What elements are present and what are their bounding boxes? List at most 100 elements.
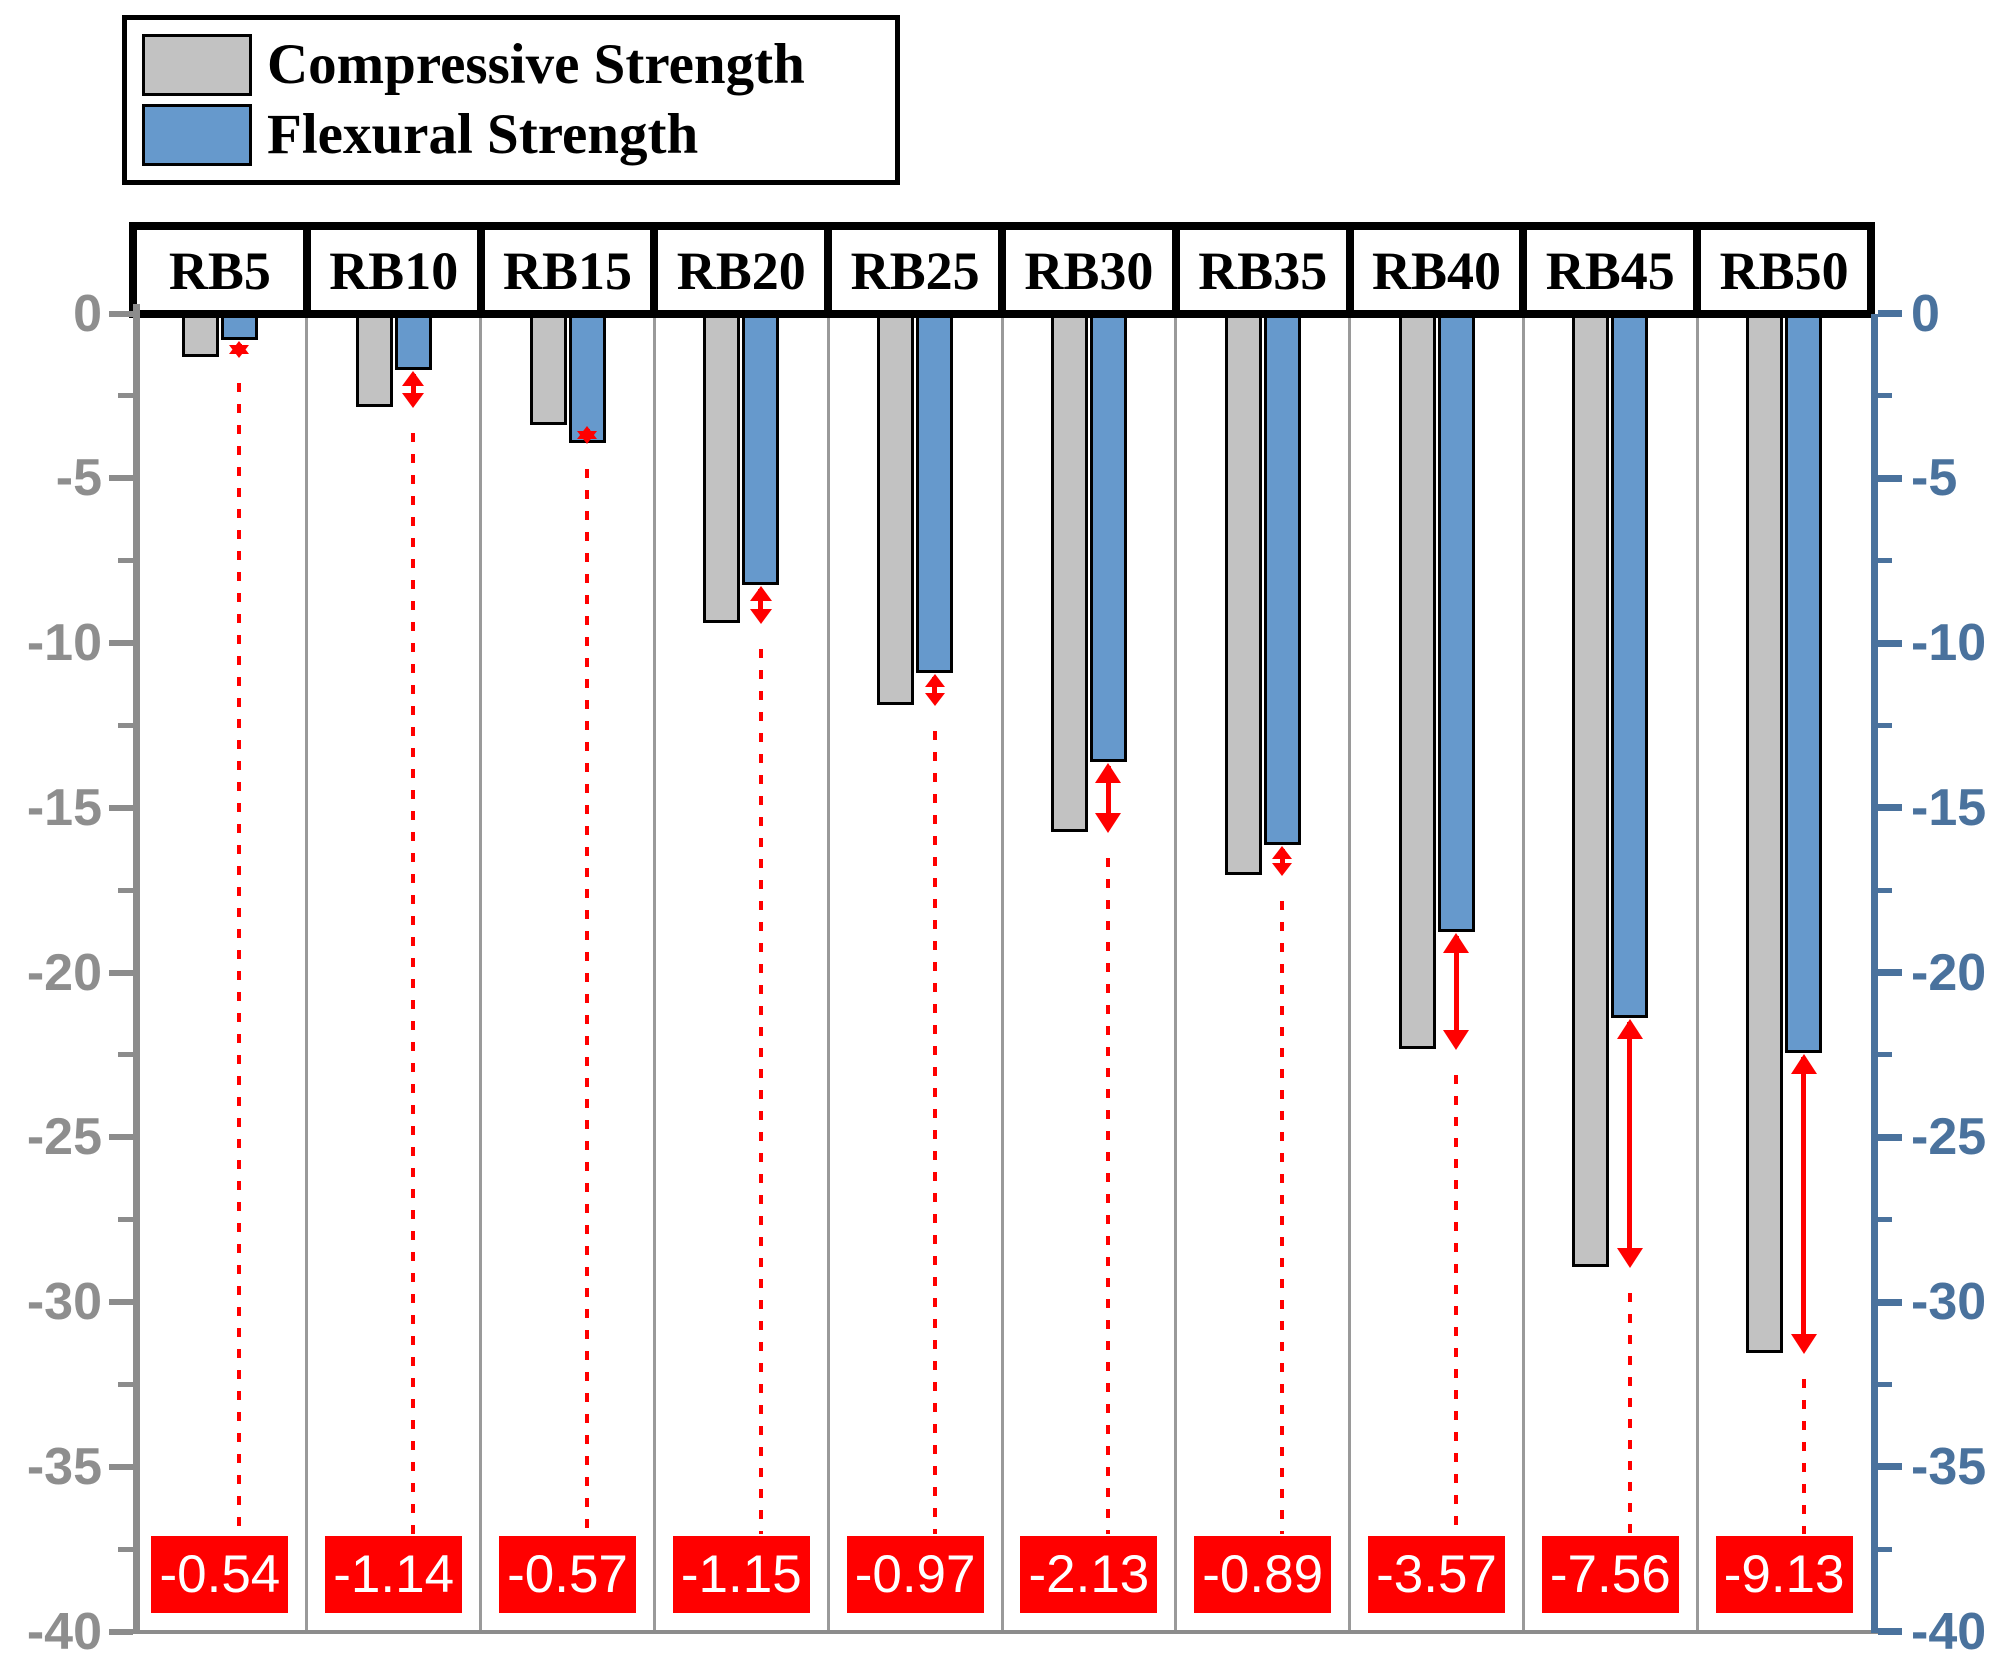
header-cell-border bbox=[476, 222, 485, 318]
diff-value-badge: -0.57 bbox=[499, 1536, 636, 1613]
flexural-legend-label: Flexural Strength bbox=[267, 103, 699, 166]
diff-arrow-down-head bbox=[1443, 1030, 1469, 1051]
flexural-bar bbox=[1785, 311, 1823, 1053]
diff-value-badge: -0.97 bbox=[846, 1536, 984, 1613]
y-axis-left-major-tick bbox=[109, 804, 133, 811]
y-axis-left-minor-tick bbox=[118, 887, 133, 893]
diff-arrow-down-head bbox=[749, 609, 772, 625]
diff-arrow-up-head bbox=[402, 370, 425, 386]
header-cell-border bbox=[1867, 222, 1875, 318]
y-axis-left-major-tick bbox=[109, 640, 133, 646]
y-axis-right-major-tick bbox=[1878, 1628, 1902, 1635]
y-axis-left-minor-tick bbox=[118, 1217, 133, 1223]
flexural-bar bbox=[1089, 311, 1127, 762]
diff-arrow-up-head bbox=[1790, 1053, 1817, 1074]
y-axis-right-tick-label: -10 bbox=[1911, 614, 1987, 672]
diff-arrow-up-head bbox=[749, 586, 772, 602]
header-cell-border bbox=[1345, 222, 1354, 318]
diff-value-badge: -7.56 bbox=[1541, 1536, 1679, 1613]
compressive-legend-swatch bbox=[142, 34, 252, 96]
diff-arrow-up-head bbox=[1095, 762, 1122, 783]
flexural-bar bbox=[568, 311, 606, 444]
y-axis-right-minor-tick bbox=[1878, 887, 1892, 893]
diff-dotted-line bbox=[1627, 1292, 1632, 1534]
category-label: RB25 bbox=[850, 241, 980, 301]
compressive-bar bbox=[877, 311, 915, 705]
diff-arrow-shaft bbox=[1627, 1021, 1633, 1263]
zero-line bbox=[129, 309, 1875, 318]
diff-arrow-shaft bbox=[1801, 1056, 1807, 1350]
category-label: RB30 bbox=[1024, 241, 1154, 301]
legend: Compressive Strength Flexural Strength bbox=[122, 15, 900, 185]
y-axis-left-minor-tick bbox=[118, 1546, 133, 1552]
header-cell-border bbox=[998, 222, 1006, 318]
diff-arrow-down-head bbox=[229, 345, 250, 359]
compressive-bar bbox=[703, 311, 741, 624]
group-separator bbox=[1695, 313, 1699, 1632]
diff-arrow-down-head bbox=[577, 431, 597, 445]
diff-dotted-line bbox=[411, 433, 416, 1534]
compressive-legend-label: Compressive Strength bbox=[267, 33, 805, 96]
category-label: RB10 bbox=[329, 241, 459, 301]
diff-value-badge: -3.57 bbox=[1368, 1536, 1505, 1613]
diff-dotted-line bbox=[237, 383, 242, 1534]
diff-dotted-line bbox=[932, 730, 937, 1534]
category-label: RB5 bbox=[168, 241, 271, 301]
right-axis-spine bbox=[1871, 313, 1878, 1633]
compressive-bar bbox=[529, 311, 567, 425]
y-axis-right-tick-label: -20 bbox=[1911, 943, 1987, 1002]
diff-dotted-line bbox=[758, 649, 763, 1534]
y-axis-right-major-tick bbox=[1878, 1298, 1902, 1306]
diff-arrow-shaft bbox=[758, 589, 764, 620]
diff-value-badge: -1.14 bbox=[325, 1536, 463, 1613]
compressive-bar bbox=[1224, 311, 1262, 875]
category-label: RB15 bbox=[502, 241, 632, 301]
y-axis-right-minor-tick bbox=[1878, 393, 1892, 399]
flexural-bar bbox=[1437, 311, 1475, 932]
y-axis-right-tick-label: -25 bbox=[1911, 1108, 1987, 1167]
y-axis-left-minor-tick bbox=[118, 1381, 133, 1387]
compressive-bar bbox=[355, 311, 393, 408]
header-cell-border bbox=[650, 222, 659, 318]
y-axis-right-major-tick bbox=[1878, 1463, 1902, 1471]
group-separator bbox=[1348, 313, 1352, 1632]
y-axis-left-minor-tick bbox=[118, 722, 133, 728]
compressive-bar bbox=[1746, 311, 1784, 1354]
y-axis-right-tick-label: -5 bbox=[1911, 449, 1958, 508]
y-axis-right-major-tick bbox=[1878, 639, 1902, 647]
group-separator bbox=[1521, 313, 1525, 1632]
flexural-bar bbox=[916, 311, 954, 673]
y-axis-right-major-tick bbox=[1878, 1133, 1902, 1141]
category-label: RB40 bbox=[1371, 241, 1501, 301]
y-axis-right-minor-tick bbox=[1878, 1217, 1892, 1223]
diff-arrow-shaft bbox=[1279, 849, 1285, 871]
y-axis-left-major-tick bbox=[109, 1628, 133, 1635]
y-axis-right-tick-label: 0 bbox=[1911, 284, 1940, 343]
diff-value-badge: -0.89 bbox=[1194, 1536, 1332, 1613]
y-axis-left-tick-label: -35 bbox=[26, 1437, 102, 1496]
diff-arrow-down-head bbox=[1790, 1334, 1817, 1355]
y-axis-left-tick-label: -10 bbox=[26, 614, 102, 672]
group-separator bbox=[1000, 313, 1004, 1632]
y-axis-right-tick-label: -35 bbox=[1911, 1437, 1987, 1496]
header-cell-border bbox=[824, 222, 833, 318]
header-cell-border bbox=[1693, 222, 1702, 318]
y-axis-right-minor-tick bbox=[1878, 1381, 1892, 1387]
category-label: RB20 bbox=[676, 241, 806, 301]
y-axis-right-major-tick bbox=[1878, 310, 1902, 317]
y-axis-right-minor-tick bbox=[1878, 1052, 1892, 1058]
diff-arrow-shaft bbox=[1105, 765, 1111, 828]
y-axis-left-major-tick bbox=[109, 1299, 133, 1305]
group-separator bbox=[826, 313, 830, 1632]
compressive-bar bbox=[1398, 311, 1436, 1050]
y-axis-right-tick-label: -40 bbox=[1911, 1602, 1987, 1661]
y-axis-right-major-tick bbox=[1878, 474, 1902, 482]
diff-dotted-line bbox=[1106, 857, 1111, 1534]
group-separator bbox=[305, 313, 309, 1632]
y-axis-left-tick-label: 0 bbox=[73, 284, 102, 343]
flexural-bar bbox=[1611, 311, 1649, 1018]
compressive-bar bbox=[1050, 311, 1088, 832]
diff-value-badge: -0.54 bbox=[151, 1536, 289, 1613]
y-axis-left-minor-tick bbox=[118, 1052, 133, 1058]
